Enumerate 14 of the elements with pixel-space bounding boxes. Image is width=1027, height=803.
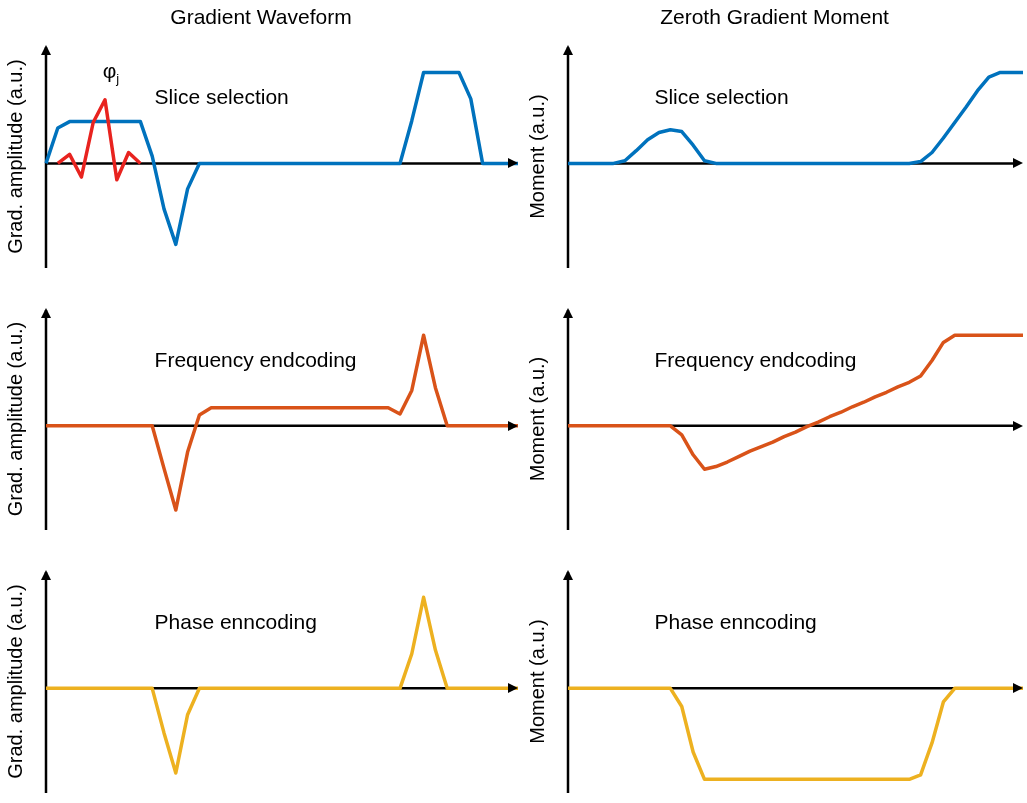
annotation: Phase enncoding	[154, 610, 317, 634]
y-axis-title: Moment (a.u.)	[525, 94, 548, 219]
y-axis-title: Moment (a.u.)	[525, 356, 548, 482]
y-axis-title: Grad. amplitude (a.u.)	[3, 59, 26, 254]
y-axis-title: Moment (a.u.)	[525, 619, 548, 744]
chart-title: Gradient Waveform	[170, 5, 352, 29]
annotation: Slice selection	[154, 85, 289, 109]
annotation: Slice selection	[654, 85, 789, 109]
y-axis-title: Grad. amplitude (a.u.)	[3, 321, 26, 517]
text: Phase enncoding	[654, 610, 817, 634]
y-axis-title: Grad. amplitude (a.u.)	[3, 584, 26, 779]
annotation: Frequency endcoding	[654, 348, 857, 372]
annotation: Frequency endcoding	[154, 348, 357, 372]
chart-title: Zeroth Gradient Moment	[660, 5, 890, 29]
